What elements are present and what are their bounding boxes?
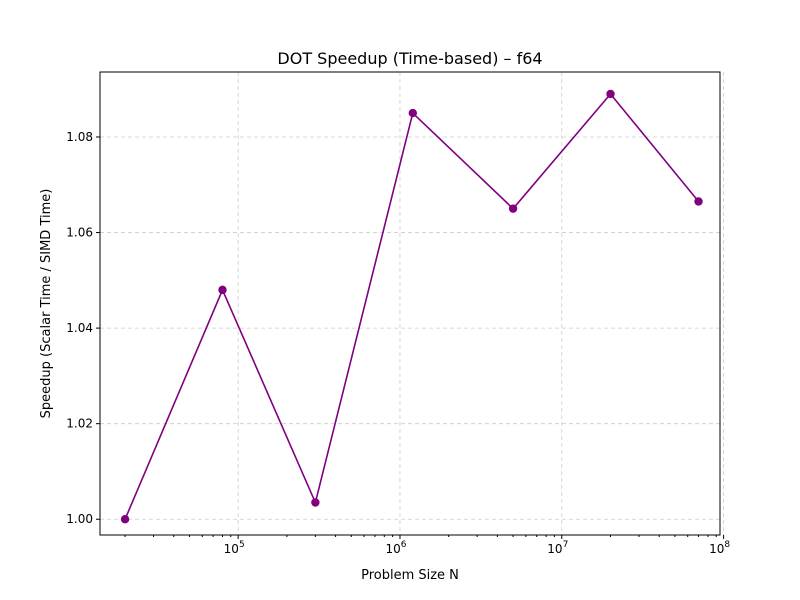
data-point: [694, 197, 703, 206]
data-point: [311, 498, 320, 507]
x-tick-label: 106: [385, 540, 406, 556]
x-tick-base: 10: [224, 542, 239, 556]
data-point: [508, 204, 518, 213]
x-tick-exponent: 7: [563, 540, 569, 550]
x-axis-label: Problem Size N: [361, 568, 459, 583]
x-tick-base: 10: [547, 542, 562, 556]
y-axis-label: Speedup (Scalar Time / SIMD Time): [39, 189, 54, 419]
x-tick-exponent: 5: [239, 540, 245, 550]
series-line: [124, 92, 700, 520]
chart-title: DOT Speedup (Time-based) – f64: [277, 49, 542, 68]
x-tick-base: 10: [709, 542, 724, 556]
data-series: [120, 89, 703, 524]
data-point: [408, 108, 417, 118]
x-tick-exponent: 6: [401, 540, 407, 550]
y-tick-label: 1.08: [66, 130, 93, 144]
x-tick-exponent: 8: [724, 540, 730, 550]
data-point: [606, 89, 615, 99]
y-tick-label: 1.00: [66, 512, 93, 526]
plot-frame: [99, 71, 721, 536]
x-tick-label: 108: [709, 540, 730, 556]
x-tick-label: 107: [547, 540, 568, 556]
data-point: [120, 515, 130, 524]
y-tick-label: 1.06: [66, 226, 93, 240]
x-tick-base: 10: [385, 542, 400, 556]
grid: [100, 72, 725, 535]
x-tick-label: 105: [224, 540, 245, 556]
data-point: [218, 285, 227, 295]
y-tick-label: 1.04: [66, 321, 93, 335]
y-tick-label: 1.02: [66, 417, 93, 431]
